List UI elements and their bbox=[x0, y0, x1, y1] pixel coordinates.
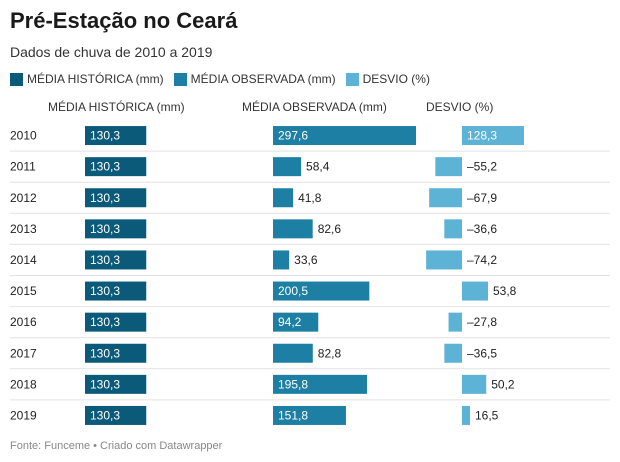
value-label-desvio: –36,6 bbox=[467, 222, 497, 236]
bar-observada bbox=[273, 188, 294, 208]
bar-observada bbox=[273, 312, 319, 332]
legend-label-observada: MÉDIA OBSERVADA (mm) bbox=[190, 72, 336, 86]
value-label-desvio: –36,5 bbox=[467, 346, 497, 360]
bar-chart: 2010 130,3 297,6 128,3 2011 130,3 58,4 –55,2 201… bbox=[10, 126, 610, 425]
bar-historica bbox=[85, 188, 147, 208]
year-label: 2014 bbox=[10, 253, 37, 267]
value-label-historica: 130,3 bbox=[90, 377, 120, 391]
value-label-historica: 130,3 bbox=[90, 191, 120, 205]
value-label-historica: 130,3 bbox=[90, 129, 120, 143]
bar-historica bbox=[85, 126, 147, 146]
column-header-historica: MÉDIA HISTÓRICA (mm) bbox=[48, 100, 185, 114]
bar-desvio bbox=[448, 312, 462, 332]
value-label-observada: 82,6 bbox=[318, 222, 342, 236]
value-label-historica: 130,3 bbox=[90, 315, 120, 329]
year-label: 2019 bbox=[10, 408, 37, 422]
bar-historica bbox=[85, 374, 147, 394]
column-header-observada: MÉDIA OBSERVADA (mm) bbox=[242, 100, 387, 114]
value-label-desvio: –74,2 bbox=[467, 253, 497, 267]
legend-swatch-desvio bbox=[345, 72, 359, 86]
bar-observada bbox=[273, 157, 302, 177]
value-label-historica: 130,3 bbox=[90, 160, 120, 174]
value-label-desvio: 128,3 bbox=[467, 129, 497, 143]
value-label-observada: 82,8 bbox=[318, 346, 342, 360]
bar-desvio bbox=[462, 405, 470, 425]
bar-historica bbox=[85, 281, 147, 301]
value-label-desvio: –27,8 bbox=[467, 315, 497, 329]
chart-footer: Fonte: Funceme • Criado com Datawrapper bbox=[10, 440, 223, 452]
bar-desvio bbox=[462, 374, 487, 394]
bar-desvio bbox=[435, 157, 462, 177]
legend-swatch-observada bbox=[173, 72, 187, 86]
legend-item-observada: MÉDIA OBSERVADA (mm) bbox=[173, 72, 336, 86]
legend-swatch-historica bbox=[10, 72, 23, 86]
bar-desvio bbox=[444, 219, 462, 239]
column-header-desvio: DESVIO (%) bbox=[426, 100, 494, 114]
legend: MÉDIA HISTÓRICA (mm) MÉDIA OBSERVADA (mm… bbox=[10, 72, 440, 86]
bar-desvio bbox=[462, 126, 524, 146]
legend-item-historica: MÉDIA HISTÓRICA (mm) bbox=[10, 72, 164, 86]
bar-desvio bbox=[426, 250, 462, 270]
year-label: 2010 bbox=[10, 129, 37, 143]
bar-observada bbox=[273, 281, 370, 301]
bar-desvio bbox=[429, 188, 462, 208]
bar-historica bbox=[85, 405, 147, 425]
value-label-historica: 130,3 bbox=[90, 284, 120, 298]
legend-item-desvio: DESVIO (%) bbox=[345, 72, 430, 86]
value-label-observada: 58,4 bbox=[306, 160, 330, 174]
value-label-historica: 130,3 bbox=[90, 222, 120, 236]
legend-label-desvio: DESVIO (%) bbox=[362, 72, 430, 86]
bar-observada bbox=[273, 343, 313, 363]
value-label-desvio: –55,2 bbox=[467, 160, 497, 174]
value-label-observada: 200,5 bbox=[278, 284, 308, 298]
value-label-desvio: –67,9 bbox=[467, 191, 497, 205]
value-label-desvio: 16,5 bbox=[475, 408, 499, 422]
value-label-desvio: 50,2 bbox=[491, 377, 515, 391]
year-label: 2018 bbox=[10, 377, 37, 391]
bar-observada bbox=[273, 250, 290, 270]
year-label: 2013 bbox=[10, 222, 37, 236]
value-label-historica: 130,3 bbox=[90, 408, 120, 422]
year-label: 2012 bbox=[10, 191, 37, 205]
value-label-historica: 130,3 bbox=[90, 253, 120, 267]
year-label: 2016 bbox=[10, 315, 37, 329]
chart-subtitle: Dados de chuva de 2010 a 2019 bbox=[10, 44, 213, 60]
bar-desvio bbox=[444, 343, 462, 363]
bar-observada bbox=[273, 219, 313, 239]
value-label-observada: 94,2 bbox=[278, 315, 302, 329]
bar-observada bbox=[273, 374, 368, 394]
year-label: 2015 bbox=[10, 284, 37, 298]
bar-historica bbox=[85, 250, 147, 270]
bar-historica bbox=[85, 343, 147, 363]
year-label: 2011 bbox=[10, 160, 36, 174]
value-label-observada: 33,6 bbox=[294, 253, 318, 267]
value-label-desvio: 53,8 bbox=[493, 284, 517, 298]
value-label-observada: 297,6 bbox=[278, 129, 308, 143]
bar-historica bbox=[85, 219, 147, 239]
bar-observada bbox=[273, 405, 346, 425]
value-label-observada: 195,8 bbox=[278, 377, 308, 391]
chart-title: Pré-Estação no Ceará bbox=[10, 8, 238, 33]
value-label-observada: 41,8 bbox=[298, 191, 322, 205]
value-label-historica: 130,3 bbox=[90, 346, 120, 360]
value-label-observada: 151,8 bbox=[278, 408, 308, 422]
bar-observada bbox=[273, 126, 416, 146]
bar-historica bbox=[85, 312, 147, 332]
bar-historica bbox=[85, 157, 147, 177]
legend-label-historica: MÉDIA HISTÓRICA (mm) bbox=[27, 72, 164, 86]
bar-desvio bbox=[462, 281, 488, 301]
year-label: 2017 bbox=[10, 346, 37, 360]
